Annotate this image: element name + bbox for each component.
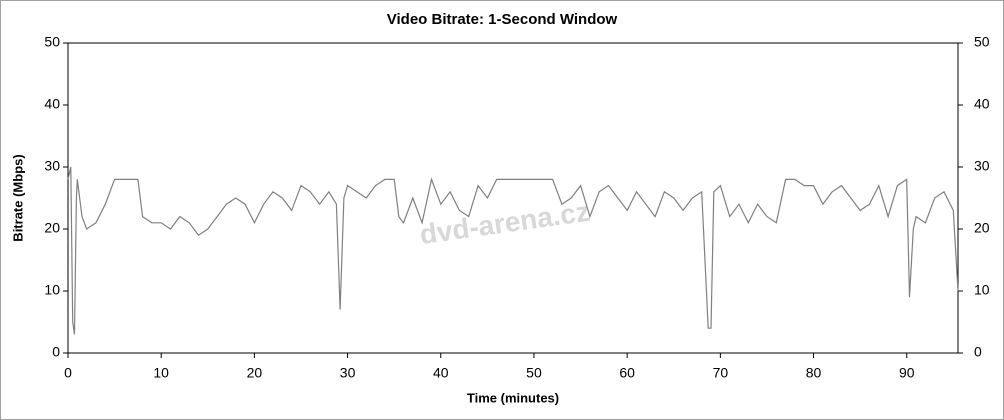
x-tick-label: 70 (713, 365, 729, 381)
x-tick-label: 60 (619, 365, 635, 381)
y-tick-label: 10 (44, 282, 60, 298)
x-tick-label: 20 (247, 365, 263, 381)
y2-tick-label: 40 (974, 96, 990, 112)
y2-tick-label: 50 (974, 34, 990, 50)
series-line (67, 166, 959, 335)
plot-frame (67, 42, 959, 354)
y-tick-label: 20 (44, 220, 60, 236)
x-tick-label: 90 (899, 365, 915, 381)
chart-title: Video Bitrate: 1-Second Window (387, 11, 618, 28)
x-tick-label: 30 (340, 365, 356, 381)
y-axis-label: Bitrate (Mbps) (10, 154, 25, 241)
y2-tick-label: 30 (974, 158, 990, 174)
y-tick-label: 50 (44, 34, 60, 50)
x-tick-label: 80 (806, 365, 822, 381)
x-tick-label: 50 (526, 365, 542, 381)
y-tick-label: 0 (52, 344, 60, 360)
y2-tick-label: 0 (974, 344, 982, 360)
y2-tick-label: 10 (974, 282, 990, 298)
y-tick-label: 30 (44, 158, 60, 174)
y-tick-label: 40 (44, 96, 60, 112)
x-axis-label: Time (minutes) (467, 390, 559, 405)
x-tick-label: 10 (153, 365, 169, 381)
y2-tick-label: 20 (974, 220, 990, 236)
x-tick-label: 0 (64, 365, 72, 381)
x-tick-label: 40 (433, 365, 449, 381)
